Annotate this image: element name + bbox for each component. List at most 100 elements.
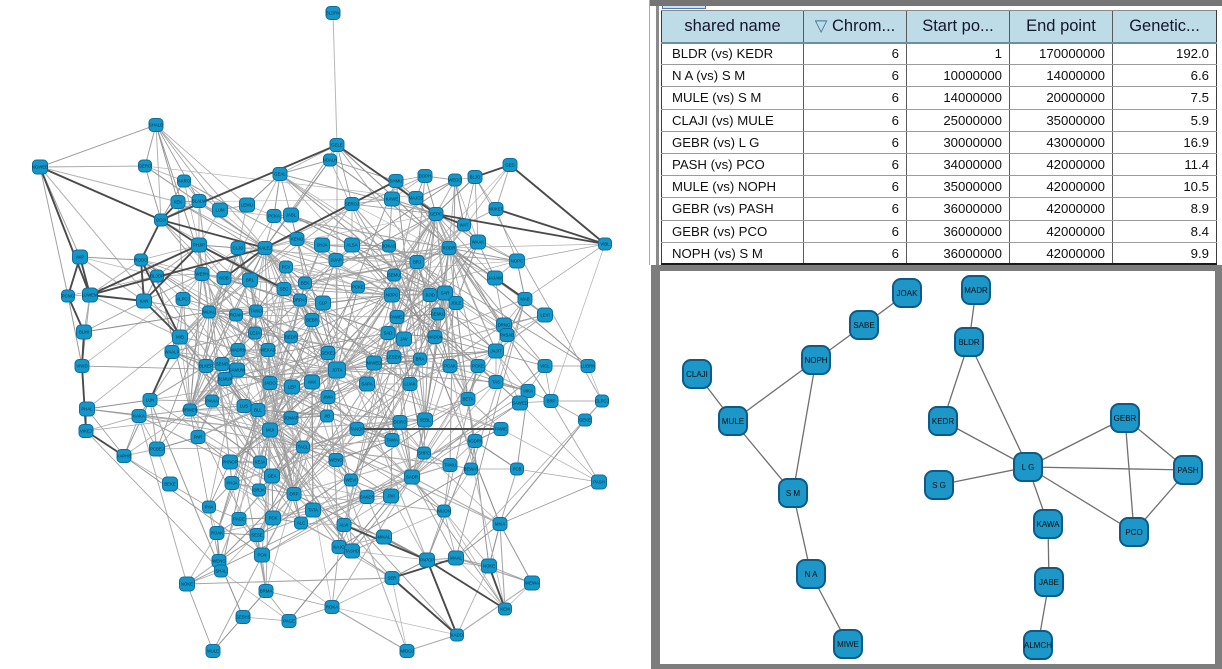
svg-text:DOJI: DOJI bbox=[156, 218, 166, 223]
svg-text:SEBL: SEBL bbox=[420, 418, 432, 423]
svg-text:PCKE: PCKE bbox=[352, 285, 364, 290]
svg-text:BLMI: BLMI bbox=[79, 330, 89, 335]
svg-text:PCKA: PCKA bbox=[268, 214, 280, 219]
svg-text:PCBEJ: PCBEJ bbox=[150, 447, 164, 452]
svg-text:VIBL: VIBL bbox=[600, 242, 610, 247]
svg-text:SAR: SAR bbox=[441, 291, 450, 296]
svg-text:PCB: PCB bbox=[513, 467, 522, 472]
svg-text:BLDRK: BLDRK bbox=[326, 11, 340, 16]
svg-text:KENO: KENO bbox=[291, 237, 304, 242]
svg-text:DOPH: DOPH bbox=[419, 174, 431, 179]
svg-text:WAAK: WAAK bbox=[472, 240, 485, 245]
svg-text:KAPHB: KAPHB bbox=[117, 454, 132, 459]
svg-text:PAPCP: PAPCP bbox=[420, 558, 434, 563]
svg-text:JOKAS: JOKAS bbox=[382, 244, 396, 249]
svg-text:WAALP: WAALP bbox=[165, 350, 180, 355]
svg-text:KALEJ: KALEJ bbox=[258, 246, 271, 251]
svg-text:GEAL: GEAL bbox=[274, 172, 286, 177]
svg-text:GEA: GEA bbox=[267, 474, 276, 479]
svg-text:ALPCJ: ALPCJ bbox=[176, 297, 189, 302]
svg-text:KAWE: KAWE bbox=[386, 197, 399, 202]
svg-text:DORO: DORO bbox=[394, 420, 408, 425]
svg-text:BLJOP: BLJOP bbox=[150, 274, 164, 279]
svg-text:CLAJI: CLAJI bbox=[686, 370, 708, 379]
svg-text:DRPAS: DRPAS bbox=[293, 298, 308, 303]
svg-text:NOB: NOB bbox=[219, 276, 228, 281]
svg-text:BLDR: BLDR bbox=[958, 338, 980, 347]
svg-text:MAAL: MAAL bbox=[450, 556, 462, 561]
svg-text:MIJI: MIJI bbox=[266, 428, 274, 433]
svg-text:SESE: SESE bbox=[251, 533, 263, 538]
svg-text:KEK: KEK bbox=[174, 200, 183, 205]
svg-text:GERO: GERO bbox=[139, 164, 152, 169]
svg-text:JADO: JADO bbox=[264, 381, 276, 386]
svg-text:LUN: LUN bbox=[146, 398, 155, 403]
svg-text:PASAB: PASAB bbox=[500, 333, 514, 338]
svg-text:BRL: BRL bbox=[246, 278, 255, 283]
svg-text:SER: SER bbox=[388, 576, 397, 581]
svg-text:PASH: PASH bbox=[1177, 466, 1198, 475]
svg-text:LUS: LUS bbox=[240, 404, 248, 409]
svg-text:SADR: SADR bbox=[406, 475, 418, 480]
svg-text:VIKEJ: VIKEJ bbox=[80, 429, 92, 434]
svg-text:BLALW: BLALW bbox=[192, 199, 207, 204]
svg-text:GEBR: GEBR bbox=[1114, 414, 1137, 423]
svg-text:JIB: JIB bbox=[324, 414, 330, 419]
svg-text:L G: L G bbox=[1022, 463, 1035, 472]
svg-text:DRJA: DRJA bbox=[253, 488, 264, 493]
svg-text:SHALB: SHALB bbox=[149, 123, 163, 128]
svg-text:BEWAT: BEWAT bbox=[464, 467, 479, 472]
svg-text:TANOP: TANOP bbox=[350, 427, 365, 432]
svg-text:MAJOS: MAJOS bbox=[409, 196, 424, 201]
svg-text:LESEW: LESEW bbox=[386, 355, 402, 360]
svg-text:ROAK: ROAK bbox=[211, 531, 223, 536]
svg-text:GEKE: GEKE bbox=[579, 418, 591, 423]
svg-text:JIJID: JIJID bbox=[425, 293, 435, 298]
svg-text:JOMAT: JOMAT bbox=[284, 416, 299, 421]
svg-text:JIWA: JIWA bbox=[323, 395, 333, 400]
svg-text:GESHS: GESHS bbox=[235, 615, 250, 620]
svg-text:TACL: TACL bbox=[298, 445, 309, 450]
svg-text:ROKA: ROKA bbox=[326, 605, 338, 610]
svg-text:KAN: KAN bbox=[140, 299, 149, 304]
svg-text:LUBRN: LUBRN bbox=[581, 364, 596, 369]
svg-text:PCAK: PCAK bbox=[444, 364, 456, 369]
svg-text:BRP: BRP bbox=[547, 399, 556, 404]
svg-text:BLL: BLL bbox=[254, 408, 262, 413]
svg-text:PCV: PCV bbox=[282, 265, 291, 270]
svg-text:PCN: PCN bbox=[257, 553, 266, 558]
svg-text:WEWA: WEWA bbox=[525, 581, 539, 586]
svg-text:SHAL: SHAL bbox=[215, 569, 227, 574]
svg-text:PCO: PCO bbox=[1125, 528, 1142, 537]
svg-text:PAGE: PAGE bbox=[283, 619, 295, 624]
svg-text:PAR: PAR bbox=[194, 435, 203, 440]
svg-text:AKP: AKP bbox=[76, 255, 85, 260]
svg-text:AKRO: AKRO bbox=[178, 179, 191, 184]
svg-text:WEPH: WEPH bbox=[196, 272, 209, 277]
svg-text:VIKA: VIKA bbox=[523, 389, 533, 394]
svg-text:SEMU: SEMU bbox=[388, 273, 400, 278]
svg-text:VICL: VICL bbox=[540, 364, 550, 369]
svg-text:JIVI: JIVI bbox=[387, 494, 394, 499]
svg-text:JAV: JAV bbox=[400, 337, 408, 342]
svg-text:PCK: PCK bbox=[269, 516, 278, 521]
svg-text:JIJAP: JIJAP bbox=[330, 258, 341, 263]
svg-text:NGDRK: NGDRK bbox=[467, 439, 483, 444]
svg-text:SEROJ: SEROJ bbox=[345, 202, 359, 207]
svg-text:JAJAW: JAJAW bbox=[488, 276, 503, 281]
svg-text:SHJA: SHJA bbox=[317, 243, 328, 248]
svg-text:LUM: LUM bbox=[215, 208, 224, 213]
svg-text:SAWED: SAWED bbox=[512, 401, 528, 406]
svg-text:LUWEW: LUWEW bbox=[82, 293, 99, 298]
svg-text:LUAK: LUAK bbox=[404, 382, 415, 387]
svg-text:NOKE: NOKE bbox=[483, 564, 495, 569]
svg-text:TATA: TATA bbox=[308, 508, 318, 513]
svg-text:JOAK: JOAK bbox=[897, 289, 919, 298]
svg-text:KEJA: KEJA bbox=[255, 460, 266, 465]
svg-text:VIVID: VIVID bbox=[76, 364, 87, 369]
svg-text:TASHD: TASHD bbox=[345, 549, 359, 554]
svg-text:PCKE: PCKE bbox=[472, 364, 484, 369]
svg-text:PASH: PASH bbox=[593, 480, 604, 485]
svg-text:KAKA: KAKA bbox=[133, 414, 145, 419]
svg-text:MUAL: MUAL bbox=[203, 310, 216, 315]
